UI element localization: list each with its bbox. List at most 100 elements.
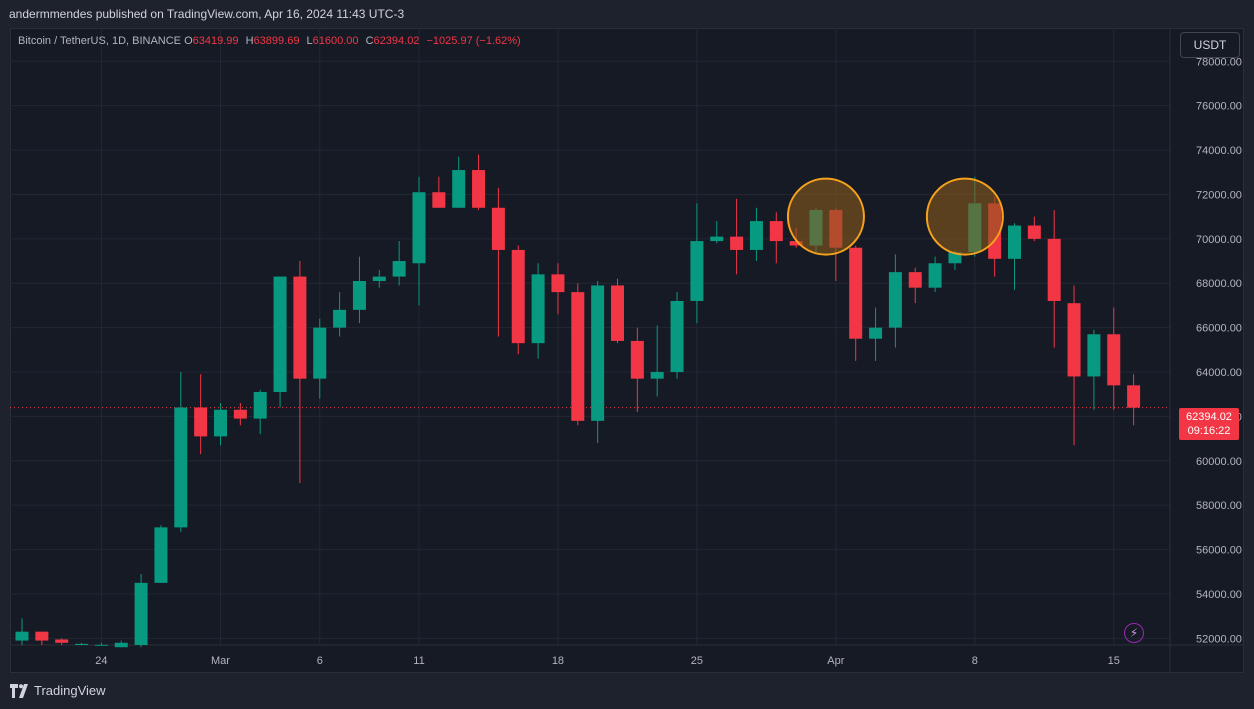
y-tick-label: 54000.00 xyxy=(1196,589,1242,601)
candle-body xyxy=(888,272,902,328)
x-tick-label: 25 xyxy=(691,655,703,667)
y-tick-label: 68000.00 xyxy=(1196,278,1242,290)
candle-body xyxy=(591,285,605,421)
high-value: 63899.69 xyxy=(253,35,300,47)
close-label: C xyxy=(365,35,374,47)
candle-body xyxy=(114,642,128,648)
candle-body xyxy=(1067,303,1081,377)
bar-countdown: 09:16:22 xyxy=(1187,425,1231,437)
candle-body xyxy=(15,631,29,641)
candle-body xyxy=(233,409,247,419)
candle-body xyxy=(690,241,704,301)
candle-body xyxy=(432,192,446,208)
x-tick-label: 6 xyxy=(317,655,323,667)
candle-body xyxy=(1008,225,1021,259)
candle-body xyxy=(670,300,684,373)
y-tick-label: 58000.00 xyxy=(1196,500,1242,512)
x-tick-label: Mar xyxy=(211,655,230,667)
candle-body xyxy=(214,409,227,437)
candle-body xyxy=(194,407,208,437)
symbol-name[interactable]: Bitcoin / TetherUS, 1D, BINANCE xyxy=(18,35,182,47)
y-tick-label: 74000.00 xyxy=(1196,145,1242,157)
currency-button[interactable]: USDT xyxy=(1180,32,1240,58)
candle-body xyxy=(908,272,922,288)
candle-body xyxy=(1047,238,1061,301)
change-value: −1025.97 (−1.62%) xyxy=(426,35,521,47)
y-tick-label: 60000.00 xyxy=(1196,456,1242,468)
candle-body xyxy=(531,274,545,344)
candle-body xyxy=(154,527,168,583)
candle-body xyxy=(630,340,644,379)
close-value: 62394.02 xyxy=(373,35,420,47)
y-tick-label: 78000.00 xyxy=(1196,56,1242,68)
y-axis: 52000.00 54000.00 56000.00 58000.00 60000.00… xyxy=(1196,56,1242,645)
chart-legend: Bitcoin / TetherUS, 1D, BINANCE O63419.9… xyxy=(18,35,521,47)
highlight-circles xyxy=(786,177,1004,256)
candle-body xyxy=(273,276,287,392)
candle-body xyxy=(849,247,863,339)
candlestick-chart[interactable]: 52000.00 54000.00 56000.00 58000.00 60000.00… xyxy=(10,28,1244,673)
high-label: H xyxy=(245,35,254,47)
candle-body xyxy=(412,192,426,264)
candle-body xyxy=(511,249,525,344)
candle-body xyxy=(55,639,69,643)
last-price-label: 62394.02 09:16:22 xyxy=(1179,408,1239,440)
x-tick-label: 11 xyxy=(413,655,424,667)
last-price-value: 62394.02 xyxy=(1186,411,1232,423)
candle-body xyxy=(491,207,505,250)
candle-body xyxy=(1087,334,1101,377)
candle-body xyxy=(372,276,386,282)
y-tick-label: 70000.00 xyxy=(1196,234,1242,246)
candle-body xyxy=(333,309,347,328)
x-tick-label: 15 xyxy=(1108,655,1120,667)
candle-body xyxy=(1027,225,1041,239)
candle-body xyxy=(611,285,624,341)
candle-body xyxy=(392,261,406,277)
bottom-bar xyxy=(0,673,1254,709)
top-bar: andermmendes published on TradingView.co… xyxy=(0,0,1254,28)
candle-body xyxy=(1127,385,1141,408)
open-label: O xyxy=(184,35,193,47)
lightning-icon[interactable]: ⚡ xyxy=(1124,623,1144,643)
candle-body xyxy=(789,241,803,246)
candle-body xyxy=(472,170,486,208)
candle-body xyxy=(253,391,267,419)
open-value: 63419.99 xyxy=(192,35,239,47)
candle-body xyxy=(869,327,883,339)
x-tick-label: 18 xyxy=(552,655,564,667)
y-tick-label: 72000.00 xyxy=(1196,189,1242,201)
y-tick-label: 52000.00 xyxy=(1196,633,1242,645)
candle-body xyxy=(134,582,148,645)
candle-body xyxy=(174,407,188,528)
tradingview-logo-icon xyxy=(10,683,28,698)
candle-body xyxy=(1107,334,1121,386)
candle-body xyxy=(730,236,744,250)
candle-body xyxy=(352,281,366,310)
tradingview-logo[interactable]: TradingView xyxy=(10,683,106,698)
candle-body xyxy=(749,221,763,250)
candle-body xyxy=(551,274,565,293)
x-tick-label: 24 xyxy=(95,655,107,667)
highlight-circle xyxy=(925,177,1004,256)
candle-body xyxy=(769,221,783,242)
low-label: L xyxy=(306,35,313,47)
candle-body xyxy=(650,372,664,379)
highlight-circle xyxy=(786,177,865,256)
candle-body xyxy=(710,236,724,242)
candle-body xyxy=(928,263,942,288)
low-value: 61600.00 xyxy=(312,35,359,47)
candle-body xyxy=(35,631,49,641)
y-tick-label: 66000.00 xyxy=(1196,323,1242,335)
y-tick-label: 76000.00 xyxy=(1196,101,1242,113)
y-tick-label: 64000.00 xyxy=(1196,367,1242,379)
candle-body xyxy=(571,292,585,421)
candle-body xyxy=(948,252,962,264)
chart-frame xyxy=(10,28,1244,673)
publisher-info: andermmendes published on TradingView.co… xyxy=(9,7,405,21)
x-axis: 24 Mar 6 11 18 25 Apr 8 15 xyxy=(95,655,1120,667)
brand-name: TradingView xyxy=(34,683,106,698)
candle-body xyxy=(75,643,89,645)
y-tick-label: 56000.00 xyxy=(1196,545,1242,557)
candle-body xyxy=(452,170,466,208)
candle-body xyxy=(293,276,307,379)
